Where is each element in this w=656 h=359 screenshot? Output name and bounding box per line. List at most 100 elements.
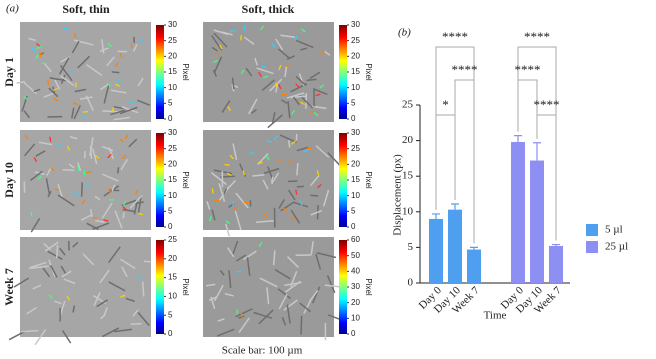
cell-texture (311, 286, 321, 304)
cell-texture (299, 94, 314, 109)
displacement-arrow (66, 145, 71, 151)
legend-label: 25 µl (605, 241, 628, 253)
cell-texture (310, 209, 323, 216)
cell-texture (83, 150, 86, 159)
cell-texture (271, 172, 280, 185)
colorbar-tick-label: 25 (168, 235, 177, 244)
displacement-arrow (319, 84, 325, 89)
cell-texture (77, 55, 91, 69)
panel-label: (b) (398, 27, 411, 39)
colorbar-tick-label: 10 (351, 313, 360, 322)
cell-texture (122, 208, 135, 213)
cell-texture (55, 244, 59, 259)
cell-texture (137, 195, 142, 214)
displacement-arrow (91, 216, 98, 219)
cell-texture (309, 71, 321, 80)
colorbar-tick-label: 40 (351, 266, 360, 275)
cell-texture (89, 209, 94, 219)
displacement-arrow (258, 242, 263, 247)
cell-texture (246, 257, 251, 276)
cell-texture (86, 64, 103, 77)
cell-texture (243, 36, 255, 45)
cell-texture (114, 210, 123, 229)
colorbar-tick-label: 5 (168, 206, 173, 215)
cell-texture (128, 138, 138, 148)
significance-label: **** (452, 62, 478, 77)
colorbar-tick-label: 15 (168, 175, 177, 184)
cell-texture (316, 251, 337, 259)
cell-texture (288, 189, 296, 201)
displacement-arrow (49, 167, 55, 172)
displacement-arrow (301, 28, 306, 33)
cell-texture (57, 194, 75, 207)
cell-texture (13, 277, 30, 288)
cell-texture (231, 84, 235, 92)
displacement-arrow (81, 199, 86, 205)
cell-texture (223, 188, 228, 195)
displacement-arrow (48, 294, 53, 299)
displacement-arrow (81, 114, 87, 119)
cell-texture (231, 240, 239, 256)
displacement-arrow (258, 71, 262, 77)
displacement-arrow (30, 211, 33, 217)
cell-texture (210, 172, 228, 186)
colorbar-tick-label: 30 (351, 282, 360, 291)
cell-texture (60, 74, 66, 84)
displacement-arrow (31, 47, 36, 53)
cell-texture (287, 140, 291, 148)
cell-texture (251, 108, 257, 114)
cell-texture (117, 167, 120, 174)
cell-texture (275, 38, 284, 51)
displacement-arrow (137, 212, 144, 216)
cell-texture (89, 136, 94, 156)
bar (549, 245, 563, 283)
cell-texture (110, 109, 126, 116)
significance-label: **** (524, 29, 550, 44)
cell-texture (271, 112, 276, 123)
cell-texture (106, 56, 115, 67)
significance-bracket (517, 79, 538, 139)
cell-texture (284, 65, 288, 78)
cell-texture (226, 247, 235, 258)
colorbar (339, 240, 347, 334)
cell-texture (101, 145, 114, 152)
cell-texture (63, 278, 76, 285)
cell-texture (43, 92, 55, 98)
cell-texture (267, 114, 283, 129)
colorbar-tick-label: 0 (168, 329, 173, 338)
cell-texture (43, 62, 52, 73)
displacement-arrow (107, 153, 112, 159)
displacement-arrow (291, 140, 296, 145)
displacement-arrow (107, 42, 113, 48)
displacement-arrow (24, 134, 29, 140)
cell-texture (290, 209, 301, 224)
cell-texture (280, 201, 295, 212)
cell-texture (278, 293, 288, 310)
colorbar-tick-label: 10 (351, 83, 360, 92)
cell-texture (218, 183, 226, 202)
cell-texture (45, 178, 51, 195)
bar (448, 209, 462, 283)
cell-texture (286, 304, 291, 324)
cell-texture (213, 284, 224, 302)
colorbar-tick-label: 10 (168, 83, 177, 92)
cell-texture (256, 67, 274, 75)
cell-texture (30, 218, 41, 233)
cell-texture (295, 39, 314, 49)
displacement-arrow (315, 93, 321, 97)
panel-label: (a) (6, 3, 19, 15)
colorbar-tick-label: 5 (351, 98, 356, 107)
displacement-arrow (122, 206, 128, 211)
cell-texture (286, 55, 295, 60)
cell-texture (280, 99, 288, 105)
displacement-arrow (74, 82, 77, 88)
cell-texture (324, 50, 331, 56)
cell-texture (20, 329, 39, 333)
cell-texture (137, 77, 144, 87)
displacement-arrow (294, 35, 298, 41)
cell-texture (102, 327, 120, 338)
displacement-arrow (119, 52, 123, 59)
colorbar-tick-label: 0 (351, 222, 356, 231)
displacement-arrow (130, 43, 133, 49)
displacement-arrow (230, 30, 236, 33)
